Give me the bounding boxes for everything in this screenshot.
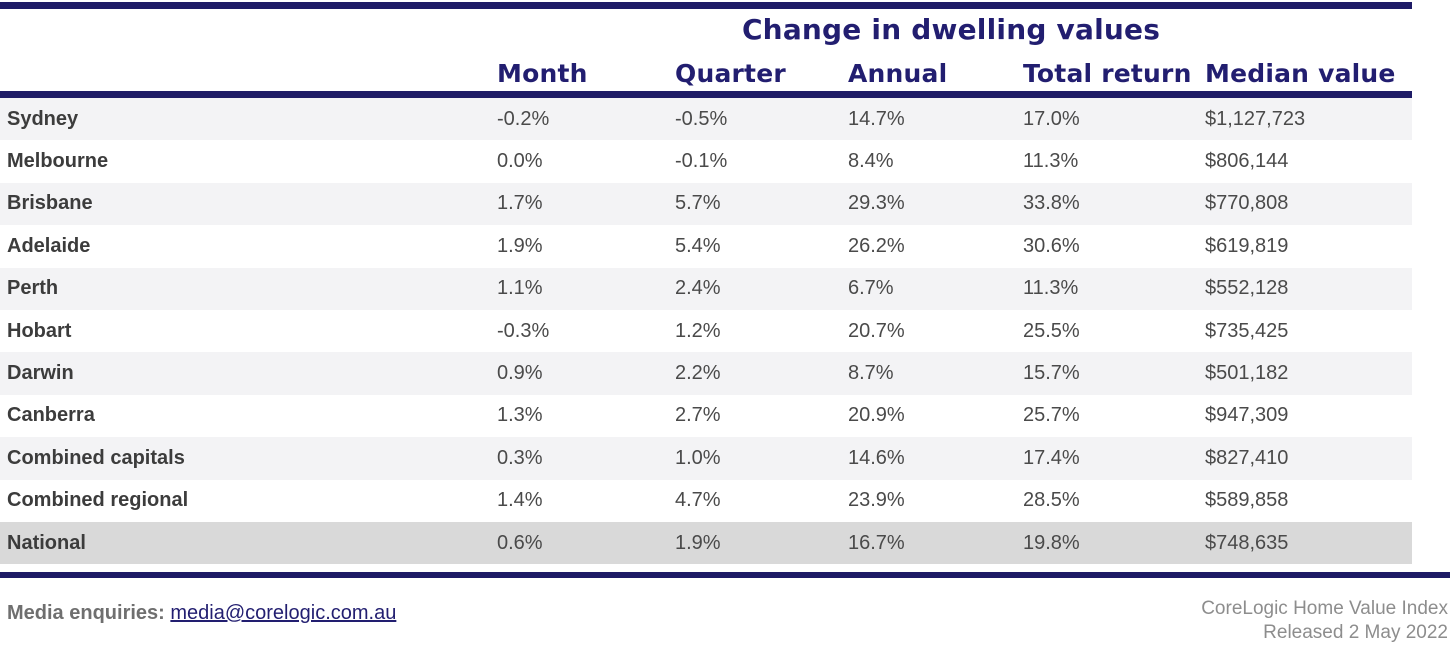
column-header-month: Month: [497, 59, 588, 88]
cell-total-return: 11.3%: [1023, 277, 1079, 300]
cell-quarter: 2.2%: [675, 362, 721, 385]
cell-total-return: 25.5%: [1023, 319, 1080, 342]
cell-annual: 8.7%: [848, 362, 894, 385]
column-header-total-return: Total return: [1023, 59, 1192, 88]
cell-total-return: 11.3%: [1023, 150, 1079, 173]
cell-median-value: $770,808: [1205, 192, 1289, 215]
cell-median-value: $827,410: [1205, 446, 1289, 469]
table-title: Change in dwelling values: [741, 13, 1161, 46]
cell-month: 1.9%: [497, 234, 543, 257]
cell-median-value: $748,635: [1205, 531, 1289, 554]
cell-median-value: $501,182: [1205, 362, 1289, 385]
table-row: Brisbane 1.7% 5.7% 29.3% 33.8% $770,808: [0, 182, 1412, 226]
cell-annual: 16.7%: [848, 531, 905, 554]
cell-quarter: 2.7%: [675, 404, 721, 427]
cell-quarter: 5.7%: [675, 192, 721, 215]
row-label: Darwin: [7, 362, 74, 385]
row-label: National: [7, 531, 86, 554]
cell-total-return: 25.7%: [1023, 404, 1080, 427]
row-label: Perth: [7, 277, 59, 300]
row-label: Hobart: [7, 319, 72, 342]
cell-quarter: 2.4%: [675, 277, 721, 300]
cell-median-value: $589,858: [1205, 489, 1289, 512]
cell-quarter: 1.0%: [675, 446, 721, 469]
cell-total-return: 15.7%: [1023, 362, 1080, 385]
cell-month: 0.6%: [497, 531, 543, 554]
cell-total-return: 28.5%: [1023, 489, 1080, 512]
table-row: Hobart -0.3% 1.2% 20.7% 25.5% $735,425: [0, 310, 1412, 352]
cell-month: 1.3%: [497, 404, 543, 427]
cell-median-value: $552,128: [1205, 277, 1289, 300]
column-header-annual: Annual: [848, 59, 948, 88]
table-row: Darwin 0.9% 2.2% 8.7% 15.7% $501,182: [0, 352, 1412, 395]
row-label: Melbourne: [7, 150, 109, 173]
cell-median-value: $806,144: [1205, 150, 1289, 173]
table-row: Melbourne 0.0% -0.1% 8.4% 11.3% $806,144: [0, 140, 1412, 182]
row-label: Combined regional: [7, 489, 189, 512]
cell-quarter: 5.4%: [675, 234, 721, 257]
table-body: Sydney -0.2% -0.5% 14.7% 17.0% $1,127,72…: [0, 98, 1412, 565]
cell-annual: 26.2%: [848, 234, 905, 257]
table-row: Adelaide 1.9% 5.4% 26.2% 30.6% $619,819: [0, 225, 1412, 267]
cell-annual: 6.7%: [848, 277, 894, 300]
cell-median-value: $1,127,723: [1205, 107, 1306, 130]
cell-total-return: 17.4%: [1023, 446, 1080, 469]
cell-total-return: 19.8%: [1023, 531, 1080, 554]
cell-annual: 20.9%: [848, 404, 905, 427]
cell-total-return: 30.6%: [1023, 234, 1080, 257]
cell-month: 0.3%: [497, 446, 543, 469]
cell-median-value: $619,819: [1205, 234, 1289, 257]
cell-quarter: -0.5%: [675, 107, 728, 130]
column-header-quarter: Quarter: [675, 59, 786, 88]
media-email-link[interactable]: media@corelogic.com.au: [170, 602, 397, 624]
cell-median-value: $947,309: [1205, 404, 1289, 427]
cell-month: 0.9%: [497, 362, 543, 385]
cell-annual: 20.7%: [848, 319, 905, 342]
cell-total-return: 17.0%: [1023, 107, 1080, 130]
source-attribution: CoreLogic Home Value Index Released 2 Ma…: [1201, 597, 1448, 645]
cell-month: 0.0%: [497, 150, 543, 173]
row-label: Canberra: [7, 404, 95, 427]
cell-quarter: 1.2%: [675, 319, 721, 342]
table-row: Combined capitals 0.3% 1.0% 14.6% 17.4% …: [0, 437, 1412, 480]
cell-annual: 29.3%: [848, 192, 905, 215]
cell-annual: 23.9%: [848, 489, 905, 512]
row-label: Adelaide: [7, 234, 91, 257]
cell-month: 1.1%: [497, 277, 543, 300]
column-header-row: Month Quarter Annual Total return Median…: [0, 56, 1412, 91]
source-title: CoreLogic Home Value Index: [1201, 598, 1448, 619]
media-enquiries-label: Media enquiries:: [7, 602, 165, 624]
row-label: Sydney: [7, 107, 79, 130]
table-row: National 0.6% 1.9% 16.7% 19.8% $748,635: [0, 521, 1412, 565]
top-divider: [0, 2, 1412, 9]
row-label: Combined capitals: [7, 446, 185, 469]
table-row: Perth 1.1% 2.4% 6.7% 11.3% $552,128: [0, 267, 1412, 310]
table-row: Combined regional 1.4% 4.7% 23.9% 28.5% …: [0, 480, 1412, 522]
row-label: Brisbane: [7, 192, 93, 215]
cell-month: -0.2%: [497, 107, 550, 130]
cell-quarter: 4.7%: [675, 489, 721, 512]
bottom-divider: [0, 572, 1450, 578]
cell-quarter: 1.9%: [675, 531, 721, 554]
cell-median-value: $735,425: [1205, 319, 1289, 342]
cell-annual: 14.7%: [848, 107, 905, 130]
source-release-date: Released 2 May 2022: [1263, 622, 1448, 643]
table-row: Canberra 1.3% 2.7% 20.9% 25.7% $947,309: [0, 395, 1412, 437]
cell-total-return: 33.8%: [1023, 192, 1080, 215]
cell-month: 1.7%: [497, 192, 543, 215]
cell-annual: 14.6%: [848, 446, 905, 469]
cell-month: 1.4%: [497, 489, 543, 512]
column-header-median-value: Median value: [1205, 59, 1396, 88]
cell-annual: 8.4%: [848, 150, 894, 173]
cell-quarter: -0.1%: [675, 150, 728, 173]
table-row: Sydney -0.2% -0.5% 14.7% 17.0% $1,127,72…: [0, 98, 1412, 141]
header-divider: [0, 91, 1412, 98]
cell-month: -0.3%: [497, 319, 550, 342]
media-enquiries: Media enquiries: media@corelogic.com.au: [7, 602, 396, 625]
